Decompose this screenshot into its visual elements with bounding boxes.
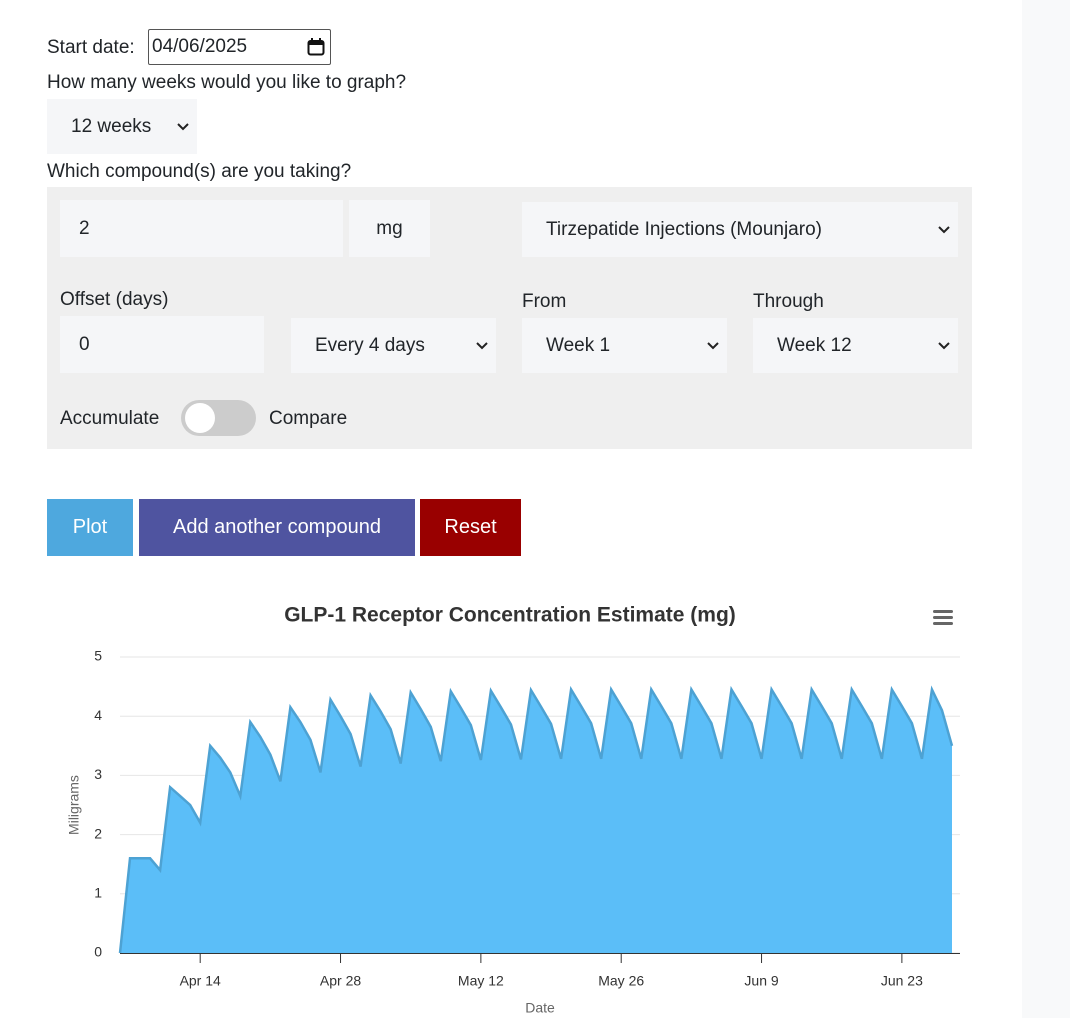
menu-icon[interactable] <box>933 610 953 625</box>
date-value: 04/06/2025 <box>152 36 248 57</box>
add-button[interactable]: Add another compound <box>139 499 415 556</box>
x-axis-title: Date <box>525 1000 555 1016</box>
y-axis-title: Miligrams <box>66 775 82 835</box>
input-value: 2 <box>79 217 90 239</box>
sidebar <box>1022 0 1070 1018</box>
label: Through <box>753 291 824 312</box>
reset-button[interactable]: Reset <box>420 499 521 556</box>
label: Accumulate <box>60 408 160 429</box>
unit: mg <box>349 200 430 257</box>
x-tick-label: May 12 <box>458 973 504 989</box>
calendar-icon <box>307 38 325 56</box>
compound-select[interactable]: Tirzepatide Injections (Mounjaro) <box>522 202 958 257</box>
select-value: Every 4 days <box>315 334 425 356</box>
unit-text: mg <box>376 217 403 239</box>
x-tick-label: Apr 28 <box>320 973 361 989</box>
line <box>118 685 954 954</box>
x-tick-label: Jun 9 <box>744 973 778 989</box>
x-tick-label: May 26 <box>598 973 644 989</box>
frequency-select[interactable]: Every 4 days <box>291 318 496 373</box>
x-tick-label: Apr 14 <box>180 973 221 989</box>
plot-button[interactable]: Plot <box>47 499 133 556</box>
date-input[interactable]: 04/06/2025 <box>148 29 331 65</box>
toggle[interactable] <box>181 400 256 436</box>
y-tick-label: 1 <box>94 885 102 901</box>
select-value: Tirzepatide Injections (Mounjaro) <box>546 218 822 240</box>
input-value: 0 <box>79 333 90 355</box>
area <box>120 689 952 953</box>
label: Compare <box>269 408 348 429</box>
y-tick-label: 3 <box>94 766 102 782</box>
label: Start date: <box>47 37 135 58</box>
weeks-select[interactable]: 12 weeks <box>47 99 197 154</box>
chart-title: GLP-1 Receptor Concentration Estimate (m… <box>284 604 736 627</box>
y-tick-label: 5 <box>94 648 102 664</box>
dose-input[interactable]: 2 <box>60 200 343 257</box>
y-tick-label: 0 <box>94 944 102 960</box>
y-tick-label: 4 <box>94 707 102 723</box>
select-value: Week 12 <box>777 334 852 356</box>
label: Offset (days) <box>60 289 169 310</box>
chart: GLP-1 Receptor Concentration Estimate (m… <box>66 604 960 1016</box>
through-select[interactable]: Week 12 <box>753 318 958 373</box>
label: Which compound(s) are you taking? <box>47 161 352 182</box>
y-tick-label: 2 <box>94 825 102 841</box>
from-select[interactable]: Week 1 <box>522 318 727 373</box>
x-tick-label: Jun 23 <box>881 973 923 989</box>
select-value: 12 weeks <box>71 115 152 137</box>
select-value: Week 1 <box>546 334 611 356</box>
label: From <box>522 291 567 312</box>
offset-input[interactable]: 0 <box>60 316 264 373</box>
label: How many weeks would you like to graph? <box>47 72 407 93</box>
